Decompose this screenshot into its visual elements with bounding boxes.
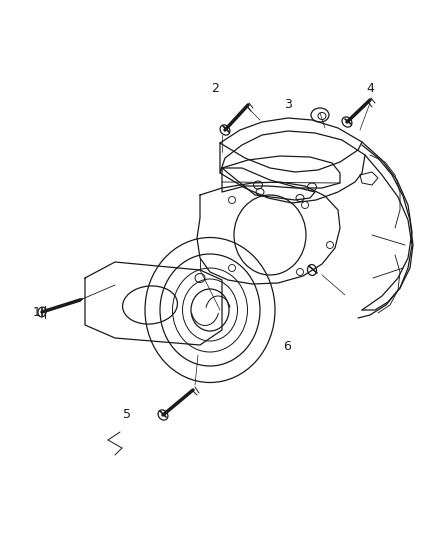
Text: 2: 2 [211,82,219,94]
Text: 3: 3 [284,99,292,111]
Text: 6: 6 [283,341,291,353]
Text: 4: 4 [366,82,374,94]
Text: 5: 5 [123,408,131,422]
Text: 1: 1 [33,305,41,319]
